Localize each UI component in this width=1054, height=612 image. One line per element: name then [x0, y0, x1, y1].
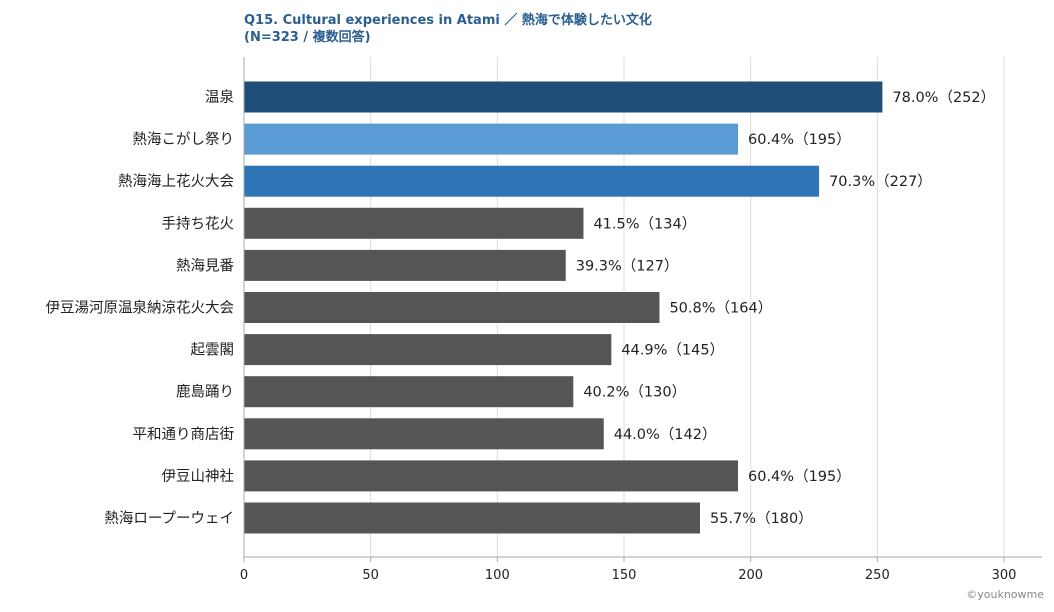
- value-label: 44.9%（145）: [621, 342, 724, 359]
- bar: [244, 81, 883, 113]
- x-tick-label: 200: [738, 568, 763, 583]
- bar: [244, 460, 738, 492]
- bar: [244, 123, 738, 155]
- value-label: 50.8%（164）: [669, 300, 772, 317]
- bar: [244, 207, 584, 239]
- x-tick-label: 250: [865, 568, 890, 583]
- x-tick-label: 300: [992, 568, 1017, 583]
- x-tick-label: 0: [240, 568, 248, 583]
- value-label: 39.3%（127）: [576, 257, 679, 274]
- category-label: 温泉: [205, 89, 234, 106]
- category-label: 手持ち花火: [162, 215, 235, 232]
- value-label: 40.2%（130）: [583, 384, 686, 401]
- value-label: 70.3%（227）: [829, 173, 932, 190]
- bar: [244, 376, 574, 408]
- chart-subtitle: (N=323 / 複数回答): [244, 30, 371, 45]
- x-tick-label: 50: [362, 568, 379, 583]
- category-label: 熱海ロープーウェイ: [104, 510, 234, 527]
- bar: [244, 418, 604, 450]
- value-label: 41.5%（134）: [593, 215, 696, 232]
- bar: [244, 249, 566, 281]
- credit-text: ©youknowme: [966, 588, 1044, 601]
- category-label: 熱海見番: [176, 257, 234, 274]
- bar: [244, 165, 820, 197]
- value-label: 55.7%（180）: [710, 510, 813, 527]
- value-label: 60.4%（195）: [748, 468, 851, 485]
- x-tick-label: 150: [612, 568, 637, 583]
- category-label: 平和通り商店街: [133, 426, 235, 443]
- bar: [244, 334, 612, 366]
- category-label: 伊豆湯河原温泉納涼花火大会: [46, 300, 235, 317]
- bars: [244, 81, 883, 534]
- category-label: 起雲閣: [191, 342, 235, 359]
- chart-title: Q15. Cultural experiences in Atami ／ 熱海で…: [244, 13, 652, 28]
- category-label: 熱海海上花火大会: [118, 173, 234, 190]
- category-label: 熱海こがし祭り: [133, 131, 235, 148]
- category-label: 伊豆山神社: [162, 468, 235, 485]
- value-label: 44.0%（142）: [614, 426, 717, 443]
- labels: 温泉 78.0%（252） 熱海こがし祭り 60.4%（195） 熱海海上花火大会 70.…: [46, 89, 996, 527]
- bar: [244, 502, 700, 534]
- value-label: 78.0%（252）: [892, 89, 995, 106]
- value-label: 60.4%（195）: [748, 131, 851, 148]
- x-tick-label: 100: [485, 568, 510, 583]
- bar: [244, 292, 660, 323]
- category-label: 鹿島踊り: [176, 384, 234, 401]
- x-axis: 0 50 100 150 200 250 300: [240, 57, 1042, 583]
